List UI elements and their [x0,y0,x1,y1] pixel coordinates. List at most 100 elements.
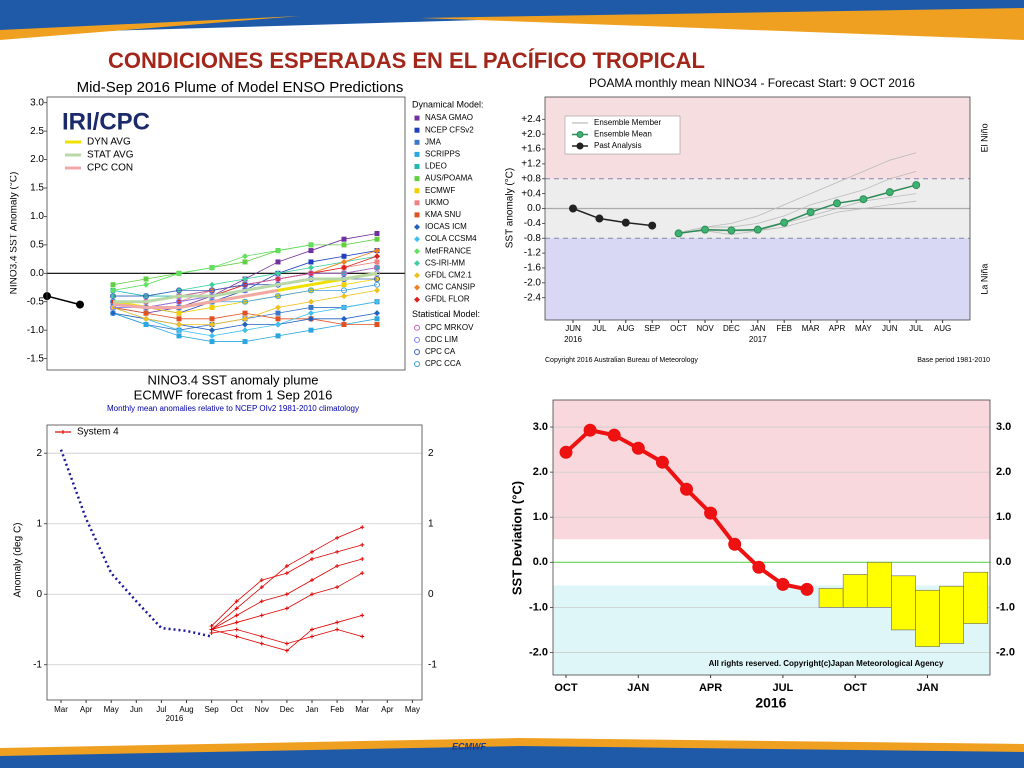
point [341,293,347,300]
y-tick-label: +1.6 [521,144,541,155]
point [727,226,736,235]
legend-marker [414,284,420,291]
x-year-label: 2016 [755,695,786,711]
point [374,247,380,254]
point [648,221,657,230]
top-stripe [420,8,1024,40]
y-tick-label: +1.2 [521,159,541,170]
point [143,276,149,282]
legend-label: JMA [425,137,442,146]
y-tick-label-right: 3.0 [996,421,1011,433]
point [176,310,182,316]
point [209,316,215,322]
chart-logo: IRI/CPC [62,108,150,135]
y-tick-label: 0 [36,589,42,600]
chart-ylabel: NINO3.4 SST Anomaly (°C) [9,172,20,295]
legend-marker [414,336,420,343]
point [176,327,182,334]
point [360,613,365,618]
legend-label: CMC CANSIP [425,283,475,292]
forecast-range [915,589,940,647]
point [209,631,214,636]
legend-marker [414,260,420,267]
point [176,298,182,305]
point [833,199,841,208]
x-tick-label: JUL [909,324,924,333]
point [374,231,380,236]
point [143,322,149,327]
x-tick-label: Feb [330,705,344,714]
point [631,441,645,455]
point [259,578,264,583]
point [310,549,314,554]
legend-marker [414,212,420,218]
point [259,585,264,590]
point [242,310,248,316]
legend-label: CPC CON [87,163,133,174]
legend-group-title: Dynamical Model: [412,99,484,109]
point [284,648,289,653]
y-tick-label: 1.0 [30,211,44,222]
point [308,287,314,294]
point [335,620,340,625]
point [234,599,239,604]
chart-title: POAMA monthly mean NINO34 - Forecast Sta… [589,76,915,90]
point [753,225,762,234]
point [209,287,215,294]
y-tick-label: +0.8 [521,173,541,184]
chart: 3.0 3.0 2.0 2.0 1.0 1.0 0.0 0.0 -1.0 -1.0 -2.0 -2.0… [509,399,1015,711]
legend-label: GFDL CM2.1 [425,271,472,280]
x-tick-label: MAR [802,324,820,333]
point [143,293,149,300]
point [341,264,347,271]
series-line [678,193,917,235]
x-tick-label: JAN [627,682,649,694]
point [341,258,347,265]
legend-label: CPC MRKOV [425,323,474,332]
point [176,316,182,322]
point [780,218,789,227]
point [752,560,766,574]
point [704,506,718,520]
y-tick-label-right: 1.0 [996,511,1011,523]
forecast-range [818,588,844,608]
point [308,304,314,310]
y-tick-label: -1.6 [524,263,542,274]
y-tick-label: -1 [33,659,42,670]
point [143,310,149,316]
point [607,428,621,442]
x-tick-label: JUN [882,324,898,333]
point [374,276,380,282]
series-line [46,295,81,306]
point [360,634,365,639]
point [242,253,248,260]
x-tick-label: Nov [255,705,269,714]
legend-label: CS-IRI-MM [425,258,465,267]
point [110,310,116,317]
point [569,204,577,213]
legend-marker [414,361,420,368]
point [259,634,264,639]
legend-label: DYN AVG [87,137,131,148]
point [234,634,239,639]
x-tick-label: NOV [696,324,714,333]
series-line [678,184,917,235]
legend-label: KMA SNU [425,210,461,219]
series-line [112,288,279,309]
y-tick-label: -1.0 [529,601,548,613]
legend-label: System 4 [77,427,119,438]
y-tick-label: 0.0 [527,203,541,214]
point [275,321,281,328]
y-tick-label: 1.0 [533,511,548,523]
y-tick-label: 1 [36,518,42,529]
point [275,259,281,265]
point [259,613,264,618]
legend-marker [414,200,420,206]
top-stripe-left [0,16,300,40]
point [209,339,215,345]
point [341,304,347,311]
x-tick-label: JAN [916,682,938,694]
point [110,293,116,300]
point [360,571,365,576]
